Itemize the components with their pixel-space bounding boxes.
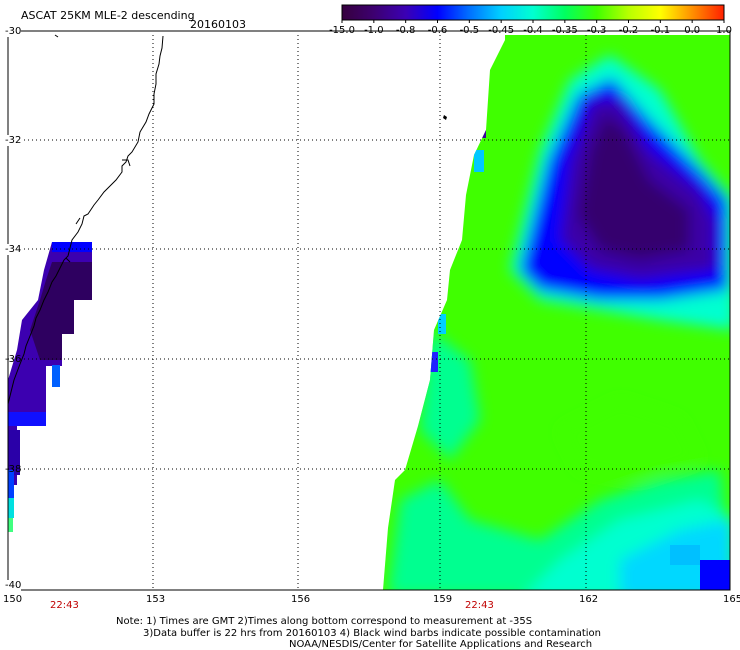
swath-left-dark	[30, 262, 92, 360]
lon-label-165: 165	[723, 594, 740, 605]
lon-label-159: 159	[433, 594, 453, 605]
lon-label-153: 153	[146, 594, 166, 605]
swath-right-bottom-cyan	[670, 545, 700, 565]
top-left-mark	[54, 34, 59, 38]
map-date: 20160103	[190, 18, 246, 31]
lon-label-150: 150	[3, 594, 23, 605]
map-title: ASCAT 25KM MLE-2 descending	[21, 9, 195, 22]
island-marker	[443, 115, 447, 120]
swath-left-edge-cyan	[8, 498, 14, 518]
pass-time-left: 22:43	[50, 600, 79, 611]
swath-left-blue-low	[8, 430, 20, 475]
swath-left-edge-green	[8, 518, 13, 532]
note-line-3: NOAA/NESDIS/Center for Satellite Applica…	[289, 639, 593, 650]
lat-label-38: -38	[5, 464, 22, 475]
lon-label-156: 156	[291, 594, 311, 605]
note-line-2: 3)Data buffer is 22 hrs from 20160103 4)…	[143, 628, 601, 639]
map-frame	[7, 30, 731, 591]
swath-right-edge-purple	[478, 124, 486, 138]
lat-label-36: -36	[5, 354, 22, 365]
coastline-bays	[65, 159, 131, 263]
swath-right-edge-cyan	[474, 150, 484, 172]
swath-right-bottom-blue	[700, 560, 730, 590]
wind-quality-map	[7, 30, 731, 591]
graticule	[8, 35, 730, 590]
lon-label-162: 162	[579, 594, 599, 605]
coastline	[7, 35, 164, 405]
lat-label-40: -40	[5, 580, 22, 591]
swath-right-edge-blue	[430, 352, 438, 372]
swath-left-mid-blue	[52, 365, 60, 387]
lat-label-32: -32	[5, 135, 22, 146]
swath-left-blue-mid	[8, 412, 46, 426]
swath-right-edge-teal	[438, 314, 446, 334]
lat-label-34: -34	[5, 244, 22, 255]
pass-time-right: 22:43	[465, 600, 494, 611]
note-line-1: Note: 1) Times are GMT 2)Times along bot…	[116, 616, 533, 627]
swath-left-edge-blue	[8, 470, 14, 498]
swath-right	[383, 35, 730, 590]
lat-label-30: -30	[5, 26, 22, 37]
swath-left-blue-top	[52, 242, 92, 252]
swath-left	[8, 242, 92, 532]
